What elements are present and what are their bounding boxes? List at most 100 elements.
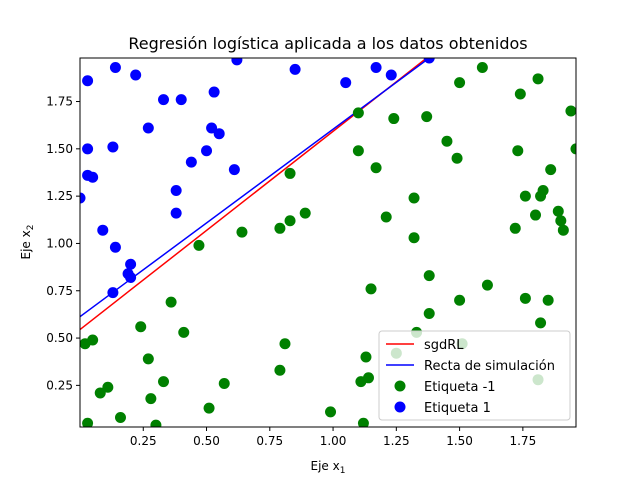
point-etiqueta-1-7 <box>142 353 154 365</box>
plot-data <box>80 58 576 427</box>
point-etiqueta-1-53 <box>530 209 542 221</box>
point-etiqueta-1-2 <box>82 143 94 155</box>
point-etiqueta-1-41 <box>441 135 453 147</box>
x-tick-label: 0.75 <box>256 434 283 448</box>
legend: sgdRL Recta de simulación Etiqueta -1 Et… <box>378 330 571 421</box>
point-etiqueta-1-48 <box>509 222 521 234</box>
point-etiqueta-1-6 <box>135 321 147 333</box>
point-etiqueta-1-44 <box>454 294 466 306</box>
point-etiqueta-1-29 <box>362 372 374 384</box>
point-etiqueta-1-18 <box>175 94 187 106</box>
y-axis-label: Eje x2 <box>19 225 36 260</box>
legend-swatch-label-1 <box>394 401 406 413</box>
point-etiqueta-1-59 <box>542 294 554 306</box>
point-etiqueta-1-43 <box>454 77 466 89</box>
point-etiqueta-1-30 <box>365 283 377 295</box>
point-etiqueta-1-9 <box>150 419 162 427</box>
point-etiqueta-1-22 <box>299 207 311 219</box>
point-etiqueta-1-36 <box>408 192 420 204</box>
y-tick-label: 0.75 <box>46 284 73 298</box>
point-etiqueta-1-61 <box>552 205 564 217</box>
point-etiqueta-1-51 <box>519 190 531 202</box>
point-etiqueta-1-28 <box>370 61 382 73</box>
point-etiqueta-1-56 <box>535 317 547 329</box>
point-etiqueta-1-21 <box>206 122 218 134</box>
point-etiqueta-1-1 <box>82 75 94 87</box>
point-etiqueta-1-12 <box>178 326 190 338</box>
point-etiqueta-1-39 <box>423 307 435 319</box>
point-etiqueta-1-2 <box>82 417 94 427</box>
point-etiqueta-1-52 <box>519 292 531 304</box>
point-etiqueta-1-55 <box>532 73 544 85</box>
point-etiqueta-1-31 <box>370 162 382 174</box>
x-tick-label: 0.50 <box>193 434 220 448</box>
point-etiqueta-1-24 <box>352 145 364 157</box>
x-axis-label: Eje x1 <box>311 459 346 476</box>
point-etiqueta-1-40 <box>423 270 435 282</box>
point-etiqueta-1-0 <box>80 192 86 204</box>
point-etiqueta-1-22 <box>208 86 220 98</box>
legend-box <box>378 330 571 421</box>
point-etiqueta-1-23 <box>325 406 337 418</box>
x-tick-label: 1.00 <box>320 434 347 448</box>
point-etiqueta-1-47 <box>481 279 493 291</box>
point-etiqueta-1-11 <box>165 296 177 308</box>
legend-label-sgdrl: sgdRL <box>424 338 464 353</box>
x-tick-label: 0.25 <box>130 434 157 448</box>
point-etiqueta-1-58 <box>537 184 549 196</box>
point-etiqueta-1-20 <box>284 215 296 227</box>
plot-frame <box>79 57 577 428</box>
point-etiqueta-1-13 <box>193 239 205 251</box>
y-tick-label: 1.50 <box>46 142 73 156</box>
point-etiqueta-1-14 <box>142 122 154 134</box>
legend-swatch-label-minus-1 <box>394 380 406 392</box>
point-etiqueta-1-16 <box>170 184 182 196</box>
point-etiqueta-1-42 <box>451 152 463 164</box>
legend-label-simulation-line: Recta de simulación <box>424 359 555 374</box>
point-etiqueta-1-32 <box>380 211 392 223</box>
line-recta-de-simulacion <box>80 58 430 318</box>
point-etiqueta-1-49 <box>512 145 524 157</box>
point-etiqueta-1-17 <box>170 207 182 219</box>
point-etiqueta-1-10 <box>158 376 170 388</box>
point-etiqueta-1-27 <box>357 417 369 427</box>
point-etiqueta-1-18 <box>274 364 286 376</box>
point-etiqueta-1-15 <box>218 377 230 389</box>
point-etiqueta-1-9 <box>109 61 121 73</box>
x-tick-label: 1.25 <box>383 434 410 448</box>
point-etiqueta-1-25 <box>231 58 243 66</box>
point-etiqueta-1-5 <box>97 224 109 236</box>
point-etiqueta-1-15 <box>158 94 170 106</box>
point-etiqueta-1-11 <box>125 258 137 270</box>
point-etiqueta-1-7 <box>107 287 119 299</box>
point-etiqueta-1-3 <box>94 387 106 399</box>
point-etiqueta-1-29 <box>385 69 397 81</box>
point-etiqueta-1-50 <box>514 88 526 100</box>
point-etiqueta-1-6 <box>107 141 119 153</box>
chart-title: Regresión logística aplicada a los datos… <box>128 34 527 53</box>
point-etiqueta-1-16 <box>236 226 248 238</box>
y-tick-label: 1.25 <box>46 189 73 203</box>
point-etiqueta-1-38 <box>421 111 433 123</box>
point-etiqueta-1-35 <box>408 232 420 244</box>
point-etiqueta-1-63 <box>557 224 569 236</box>
point-etiqueta-1-8 <box>109 241 121 253</box>
y-tick-label: 0.50 <box>46 331 73 345</box>
point-etiqueta-1-46 <box>476 61 488 73</box>
point-etiqueta-1-17 <box>274 222 286 234</box>
point-etiqueta-1-19 <box>279 338 291 350</box>
legend-label-label-1: Etiqueta 1 <box>424 401 491 416</box>
point-etiqueta-1-23 <box>213 128 225 140</box>
point-etiqueta-1-20 <box>201 145 213 157</box>
y-tick-label: 1.00 <box>46 236 73 250</box>
point-etiqueta-1-60 <box>545 164 557 176</box>
point-etiqueta-1-19 <box>185 156 197 168</box>
point-etiqueta-1-4 <box>87 171 99 183</box>
point-etiqueta-1-26 <box>289 63 301 75</box>
point-etiqueta-1-14 <box>203 402 215 414</box>
y-tick-label: 0.25 <box>46 378 73 392</box>
axis-ticks: 0.25 0.50 0.75 1.00 1.25 1.50 1.75 0.25 0.50 0.75… <box>46 95 536 448</box>
point-etiqueta-1-13 <box>130 69 142 81</box>
point-etiqueta-1-24 <box>228 164 240 176</box>
